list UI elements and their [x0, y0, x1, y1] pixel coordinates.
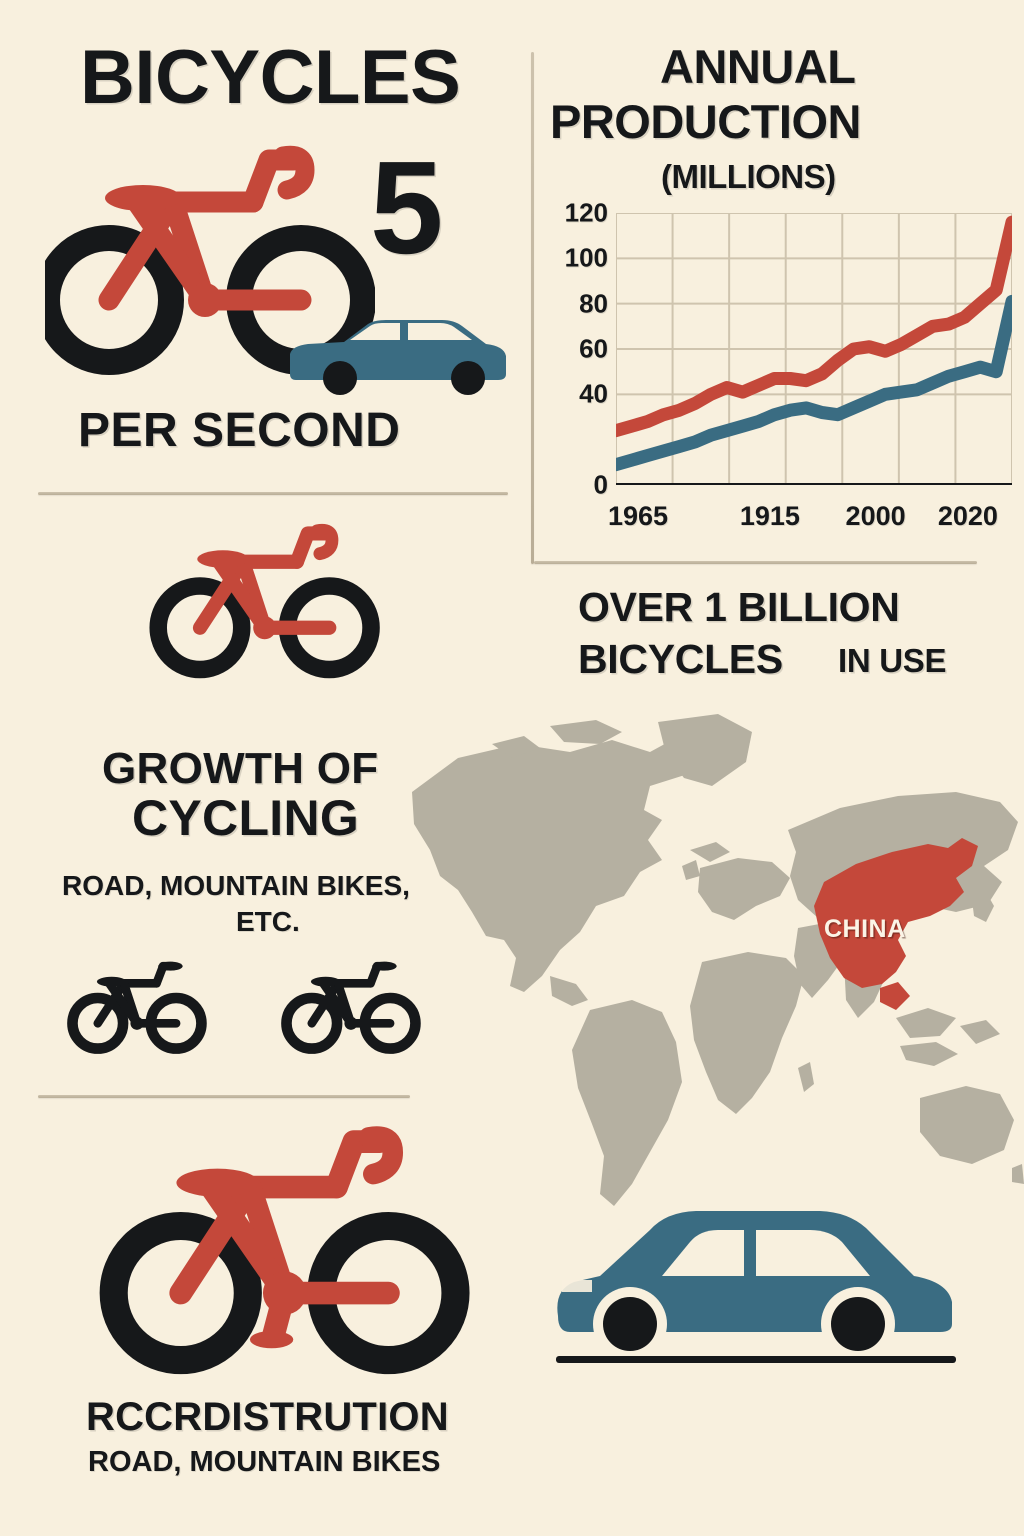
map-country-label: CHINA	[824, 915, 906, 943]
chart-title-line-1: ANNUAL	[660, 40, 856, 93]
chart-title-units: (MILLIONS)	[661, 158, 836, 195]
chart-y-tick-label: 100	[564, 242, 608, 273]
chart-x-tick-label: 1915	[739, 501, 800, 531]
car-icon	[290, 320, 506, 395]
bicycle-icon	[99, 1126, 470, 1375]
chart-plot-area	[616, 213, 1012, 485]
china-highlight	[814, 838, 978, 1010]
stat-number-five: 5	[370, 134, 443, 281]
distribution-title: RCCRDISTRUTION	[86, 1395, 449, 1439]
chart-y-tick-label: 80	[579, 288, 608, 319]
bicycle-icon	[67, 961, 207, 1054]
chart-series-cars	[616, 294, 1012, 472]
chart-title-line-2: PRODUCTION	[550, 95, 861, 148]
chart-y-tick-label: 0	[593, 469, 608, 500]
over-billion-line-1: OVER 1 BILLION	[578, 584, 900, 630]
section-divider-left-2	[38, 1095, 410, 1098]
distribution-subtitle: ROAD, MOUNTAIN BIKES	[88, 1446, 441, 1478]
section-divider-right	[534, 561, 977, 564]
per-second-label: PER SECOND	[78, 404, 401, 457]
bicycle-icon	[281, 961, 421, 1054]
world-map-icon	[412, 714, 1024, 1206]
chart-x-tick-label: 1965	[607, 501, 669, 531]
column-divider-vertical	[531, 52, 534, 564]
over-billion-bicycles: BICYCLES	[578, 636, 783, 682]
car-icon	[557, 1211, 952, 1361]
growth-subtitle-line-1: ROAD, MOUNTAIN BIKES,	[62, 870, 410, 901]
car-ground-line	[556, 1356, 956, 1363]
growth-title-line-1: GROWTH OF	[102, 744, 379, 793]
bicycle-icon	[149, 523, 380, 679]
over-billion-in-use: IN USE	[838, 642, 947, 679]
growth-title-line-2: CYCLING	[132, 790, 360, 846]
chart-series-bicycles	[616, 215, 1012, 438]
chart-x-tick-label: 2020	[937, 501, 998, 531]
section-divider-left-1	[38, 492, 508, 495]
chart-x-tick-label: 2000	[845, 501, 906, 531]
chart-gridlines	[616, 213, 1012, 485]
chart-y-tick-label: 120	[564, 197, 608, 228]
chart-y-tick-label: 40	[579, 378, 608, 409]
page-title: BICYCLES	[80, 35, 461, 120]
growth-subtitle-line-2: ETC.	[236, 906, 300, 937]
production-line-chart: 0 40 60 80 100 120 1965 1915 2000 2020	[556, 198, 1016, 535]
chart-y-tick-label: 60	[579, 333, 608, 364]
